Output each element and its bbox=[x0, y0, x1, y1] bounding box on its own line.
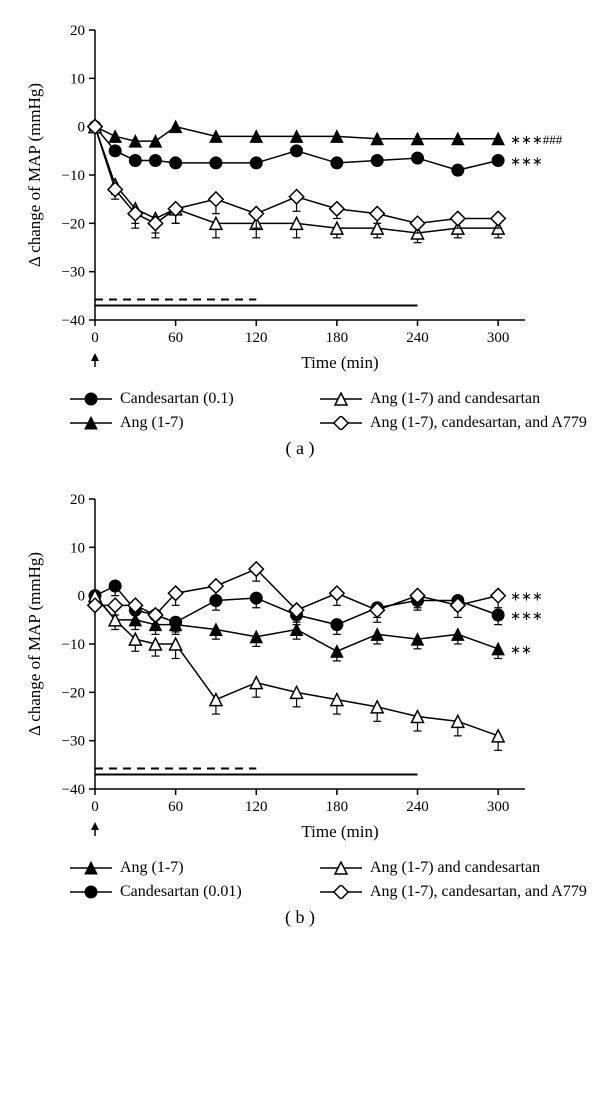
legend-marker-icon bbox=[70, 416, 112, 430]
legend-marker-icon bbox=[70, 392, 112, 406]
svg-text:∗∗∗: ∗∗∗ bbox=[510, 154, 543, 169]
svg-text:−30: −30 bbox=[62, 734, 85, 750]
legend-item: Ang (1-7), candesartan, and A779 bbox=[320, 883, 600, 901]
svg-text:Time (min): Time (min) bbox=[301, 822, 378, 841]
svg-text:180: 180 bbox=[326, 330, 349, 346]
svg-text:−30: −30 bbox=[62, 265, 85, 281]
svg-text:180: 180 bbox=[326, 799, 349, 815]
svg-text:Δ change of MAP (mmHg): Δ change of MAP (mmHg) bbox=[25, 552, 44, 736]
svg-text:240: 240 bbox=[406, 799, 429, 815]
legend-item: Candesartan (0.01) bbox=[70, 883, 310, 901]
panel-b: −40 −30 −20 −10 0 10 20 0 60 120 180 240 300 Time (mi… bbox=[20, 489, 580, 928]
legend-label: Ang (1-7), candesartan, and A779 bbox=[370, 883, 587, 901]
svg-text:0: 0 bbox=[78, 589, 86, 605]
panel-label-b: ( b ) bbox=[20, 907, 580, 928]
svg-text:240: 240 bbox=[406, 330, 429, 346]
svg-text:20: 20 bbox=[70, 23, 85, 39]
svg-text:−20: −20 bbox=[62, 216, 85, 232]
legend-label: Candesartan (0.01) bbox=[120, 883, 242, 901]
svg-text:∗∗: ∗∗ bbox=[510, 642, 532, 657]
svg-text:60: 60 bbox=[168, 330, 183, 346]
legend-label: Ang (1-7) bbox=[120, 859, 184, 877]
legend-label: Ang (1-7) and candesartan bbox=[370, 390, 540, 408]
svg-text:120: 120 bbox=[245, 799, 268, 815]
legend-label: Ang (1-7), candesartan, and A779 bbox=[370, 414, 587, 432]
svg-text:60: 60 bbox=[168, 799, 183, 815]
svg-text:300: 300 bbox=[487, 799, 510, 815]
legend-item: Ang (1-7) bbox=[70, 859, 310, 877]
legend-item: Ang (1-7) bbox=[70, 414, 310, 432]
svg-text:−10: −10 bbox=[62, 637, 85, 653]
svg-text:−40: −40 bbox=[62, 313, 85, 329]
legend-label: Ang (1-7) bbox=[120, 414, 184, 432]
svg-text:∗∗∗: ∗∗∗ bbox=[510, 589, 543, 604]
svg-text:20: 20 bbox=[70, 492, 85, 508]
legend-b: Ang (1-7) Ang (1-7) and candesartan Candes… bbox=[70, 859, 580, 901]
panel-label-a: ( a ) bbox=[20, 438, 580, 459]
svg-text:0: 0 bbox=[78, 120, 86, 136]
panel-a: −40 −30 −20 −10 0 10 20 0 60 120 180 240 300 Time (mi… bbox=[20, 20, 580, 459]
svg-text:0: 0 bbox=[91, 799, 99, 815]
svg-text:10: 10 bbox=[70, 71, 85, 87]
legend-marker-icon bbox=[320, 392, 362, 406]
chart-b: −40 −30 −20 −10 0 10 20 0 60 120 180 240 300 Time (mi… bbox=[20, 489, 580, 849]
legend-item: Ang (1-7) and candesartan bbox=[320, 859, 600, 877]
svg-text:−10: −10 bbox=[62, 168, 85, 184]
svg-text:−20: −20 bbox=[62, 685, 85, 701]
svg-text:Time (min): Time (min) bbox=[301, 353, 378, 372]
legend-label: Candesartan (0.1) bbox=[120, 390, 234, 408]
svg-text:∗∗∗: ∗∗∗ bbox=[510, 608, 543, 623]
legend-marker-icon bbox=[70, 861, 112, 875]
chart-a: −40 −30 −20 −10 0 10 20 0 60 120 180 240 300 Time (mi… bbox=[20, 20, 580, 380]
svg-text:10: 10 bbox=[70, 540, 85, 556]
svg-text:−40: −40 bbox=[62, 782, 85, 798]
legend-item: Candesartan (0.1) bbox=[70, 390, 310, 408]
legend-marker-icon bbox=[70, 885, 112, 899]
svg-text:0: 0 bbox=[91, 330, 99, 346]
svg-text:300: 300 bbox=[487, 330, 510, 346]
legend-marker-icon bbox=[320, 861, 362, 875]
legend-item: Ang (1-7) and candesartan bbox=[320, 390, 600, 408]
legend-item: Ang (1-7), candesartan, and A779 bbox=[320, 414, 600, 432]
svg-text:120: 120 bbox=[245, 330, 268, 346]
svg-text:∗∗∗###: ∗∗∗### bbox=[510, 132, 563, 147]
legend-a: Candesartan (0.1) Ang (1-7) and candesart… bbox=[70, 390, 580, 432]
legend-label: Ang (1-7) and candesartan bbox=[370, 859, 540, 877]
legend-marker-icon bbox=[320, 416, 362, 430]
svg-text:Δ change of MAP (mmHg): Δ change of MAP (mmHg) bbox=[25, 83, 44, 267]
legend-marker-icon bbox=[320, 885, 362, 899]
